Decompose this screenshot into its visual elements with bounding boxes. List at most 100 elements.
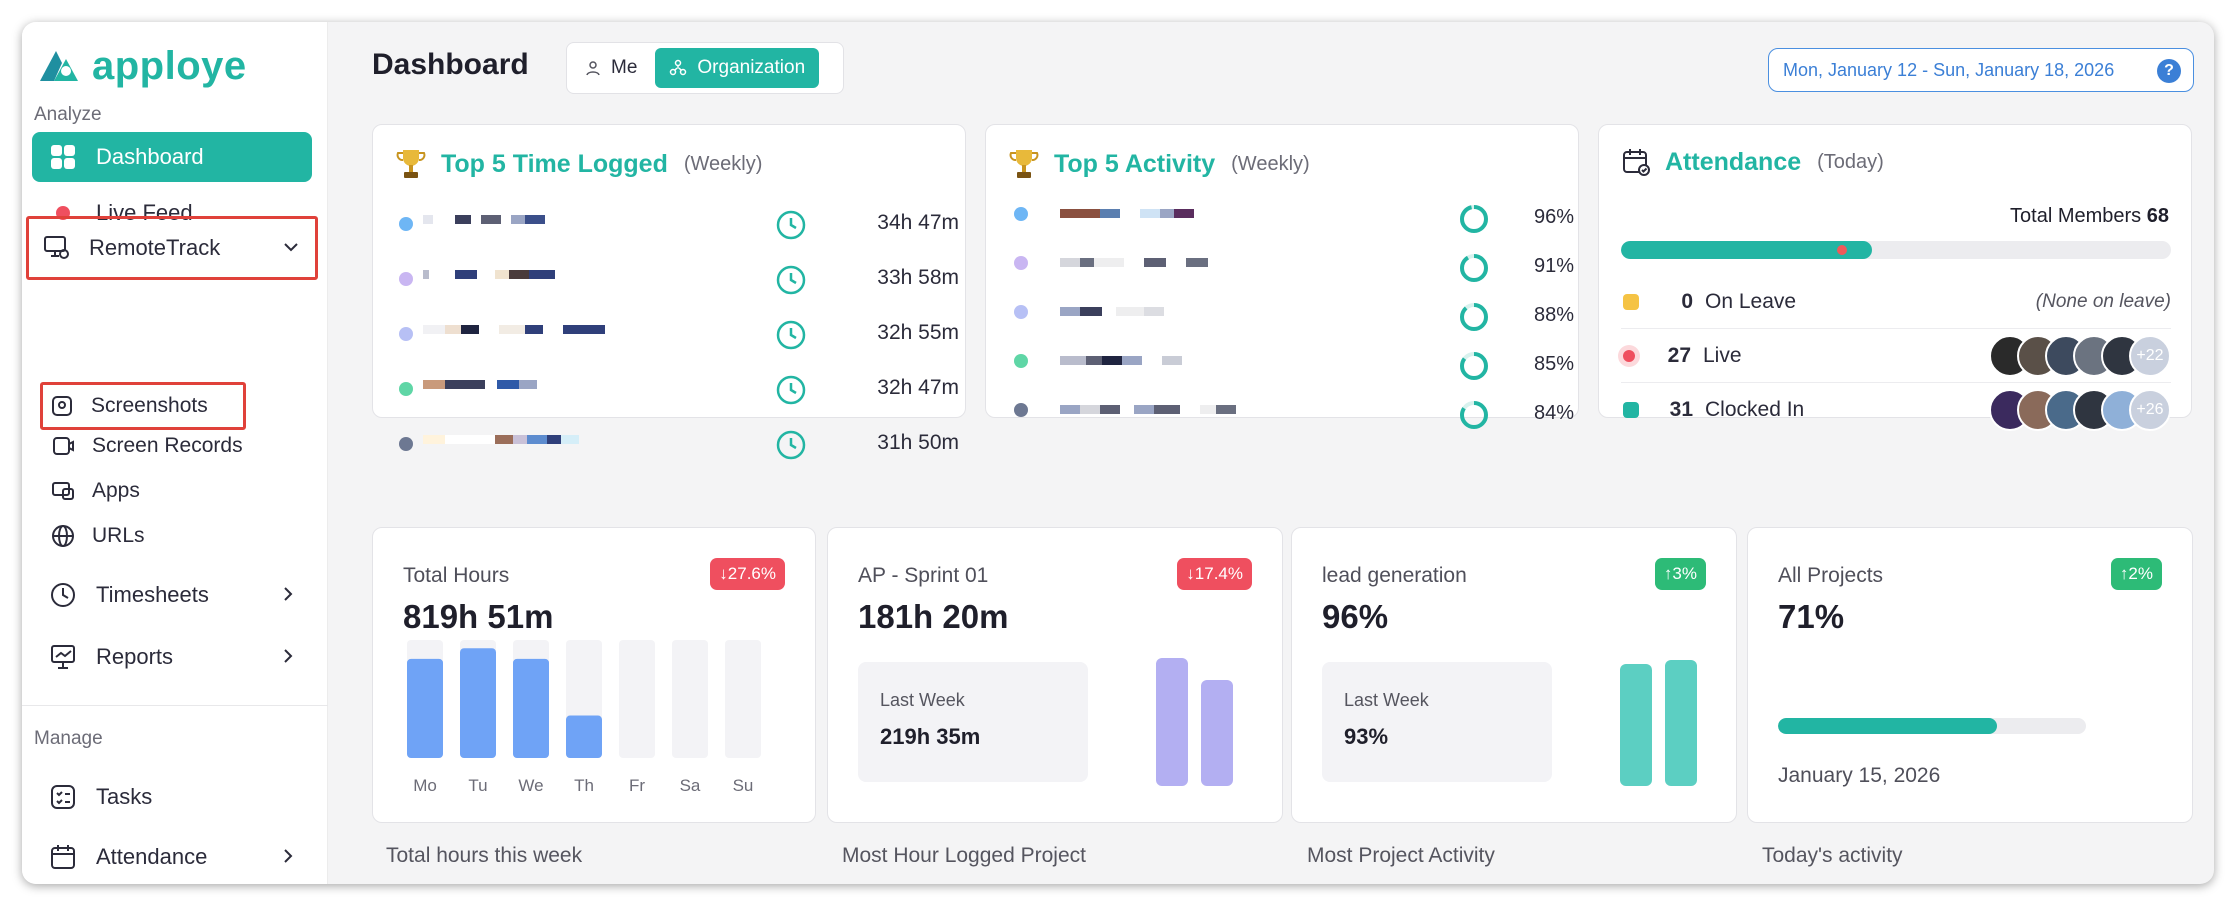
nav-timesheets[interactable]: Timesheets [32, 570, 312, 620]
lead-gen-bar-last [1620, 664, 1652, 786]
sub-urls-label: URLs [92, 524, 145, 547]
total-hours-badge: ↓27.6% [710, 558, 785, 590]
total-hours-card[interactable]: Total Hours 819h 51m ↓27.6% Mo Tu We Th Fr Sa… [372, 527, 816, 823]
lead-gen-title: lead generation [1322, 564, 1467, 587]
activity-row[interactable]: 84% [1014, 399, 1574, 429]
activity-row[interactable]: 88% [1014, 301, 1574, 331]
sprint-card[interactable]: AP - Sprint 01 181h 20m ↓17.4% Last Week… [827, 527, 1283, 823]
day-label: Sa [679, 776, 701, 795]
clocked-avatars[interactable]: +26 [1989, 389, 2171, 431]
nav-dashboard[interactable]: Dashboard [32, 132, 312, 182]
time-row[interactable]: 31h 50m [399, 429, 959, 460]
member-name-blurred [1060, 307, 1164, 325]
member-dot [399, 382, 413, 396]
bar-we[interactable] [513, 658, 549, 758]
nav-live-feed-label: Live Feed [96, 200, 193, 225]
bar-th[interactable] [566, 715, 602, 758]
attendance-title: Attendance [1665, 147, 1802, 176]
attendance-row-clocked[interactable]: 31 Clocked In +26 [1621, 383, 2171, 437]
time-value: 34h 47m [877, 211, 959, 234]
sub-apps[interactable]: Apps [46, 471, 140, 511]
member-name-blurred [423, 325, 605, 343]
chevron-right-icon [278, 646, 298, 672]
nav-reports[interactable]: Reports [32, 632, 312, 682]
member-name-blurred [423, 380, 537, 398]
time-row[interactable]: 32h 47m [399, 374, 959, 405]
toggle-organization[interactable]: Organization [655, 48, 820, 88]
live-label: Live [1703, 343, 1742, 367]
sidebar-divider [22, 705, 328, 706]
live-more-count[interactable]: +22 [2129, 334, 2171, 377]
lead-gen-card[interactable]: lead generation 96% ↑3% Last Week 93% [1291, 527, 1737, 823]
time-row[interactable]: 34h 47m [399, 209, 959, 240]
day-label: Mo [413, 776, 437, 795]
all-projects-progress-fill [1778, 718, 1997, 734]
member-name-blurred [1060, 356, 1182, 374]
user-icon [586, 61, 600, 76]
nav-attendance[interactable]: Attendance [32, 832, 312, 882]
member-name-blurred [1060, 405, 1236, 423]
day-label: Th [574, 776, 594, 795]
top-activity-title: Top 5 Activity [1054, 149, 1216, 178]
section-analyze: Analyze [34, 104, 102, 125]
all-projects-date: January 15, 2026 [1778, 764, 1941, 787]
activity-row[interactable]: 91% [1014, 252, 1574, 282]
logo[interactable]: apploye [36, 44, 247, 89]
chevron-right-icon [278, 846, 298, 872]
member-dot [399, 327, 413, 341]
lead-gen-caption: Most Project Activity [1307, 844, 1495, 867]
toggle-me[interactable]: Me [571, 48, 651, 88]
all-projects-card[interactable]: All Projects 71% ↑2% January 15, 2026 [1747, 527, 2193, 823]
attendance-calendar-icon [1623, 149, 1650, 176]
chevron-down-icon [281, 237, 301, 263]
dashboard-icon [48, 142, 78, 172]
activity-row[interactable]: 96% [1014, 203, 1574, 233]
live-avatars[interactable]: +22 [1989, 334, 2171, 377]
bar-tu[interactable] [460, 648, 496, 758]
nav-remote-track-label: RemoteTrack [89, 235, 221, 260]
bar-mo[interactable] [407, 658, 443, 758]
time-row[interactable]: 33h 58m [399, 264, 959, 295]
attendance-period: (Today) [1817, 150, 1884, 173]
leave-note: (None on leave) [2035, 290, 2171, 312]
clocked-more-count[interactable]: +26 [2129, 389, 2171, 431]
time-value: 31h 50m [877, 431, 959, 454]
activity-row[interactable]: 85% [1014, 350, 1574, 380]
sub-urls[interactable]: URLs [46, 516, 145, 556]
clocked-count: 31 [1669, 398, 1693, 421]
activity-value: 84% [1533, 402, 1574, 424]
clock-icon [776, 320, 806, 350]
globe-icon [50, 523, 76, 549]
date-range-picker[interactable]: Mon, January 12 - Sun, January 18, 2026 … [1768, 48, 2194, 92]
sub-screen-records[interactable]: Screen Records [46, 426, 243, 466]
attendance-card: Attendance (Today) Total Members 68 0 On… [1598, 124, 2192, 431]
lead-gen-last-week-value: 93% [1344, 724, 1389, 749]
attendance-row-leave[interactable]: 0 On Leave (None on leave) [1621, 275, 2171, 329]
trophy-icon [1009, 150, 1039, 178]
leave-count: 0 [1681, 289, 1693, 313]
sprint-title: AP - Sprint 01 [858, 564, 989, 587]
nav-timesheets-label: Timesheets [96, 582, 209, 607]
nav-tasks[interactable]: Tasks [32, 772, 312, 822]
attendance-bar [1621, 241, 2171, 259]
remote-track-icon [41, 233, 71, 263]
tasks-icon [48, 782, 78, 812]
lead-gen-bar-current [1665, 660, 1697, 786]
activity-ring-icon [1460, 401, 1488, 429]
lead-gen-last-week-label: Last Week [1344, 690, 1429, 710]
total-hours-caption: Total hours this week [386, 844, 583, 867]
sub-screenshots[interactable]: Screenshots [40, 382, 246, 430]
live-count: 27 [1667, 343, 1691, 367]
help-icon[interactable]: ? [2157, 59, 2181, 83]
clock-icon [776, 430, 806, 460]
clock-icon [48, 580, 78, 610]
nav-tasks-label: Tasks [96, 784, 153, 809]
date-range-text: Mon, January 12 - Sun, January 18, 2026 [1783, 59, 2115, 80]
top-activity-card: Top 5 Activity (Weekly) 96% 91% 88% 85% 84% [985, 124, 1579, 429]
attendance-row-live[interactable]: 27 Live +22 [1618, 329, 2171, 383]
sub-apps-label: Apps [92, 479, 140, 502]
nav-remote-track[interactable]: RemoteTrack [26, 216, 318, 280]
time-row[interactable]: 32h 55m [399, 319, 959, 350]
member-dot [399, 437, 413, 451]
sprint-value: 181h 20m [858, 598, 1009, 635]
